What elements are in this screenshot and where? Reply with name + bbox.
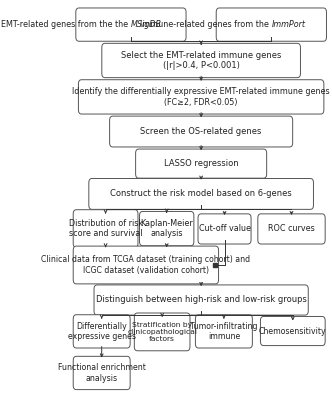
FancyBboxPatch shape <box>89 178 313 209</box>
Text: Stratification by
clinicopathological
factors: Stratification by clinicopathological fa… <box>127 322 197 342</box>
FancyBboxPatch shape <box>73 356 130 390</box>
Text: Identify the differentially expressive EMT-related immune genes
(FC≥2, FDR<0.05): Identify the differentially expressive E… <box>72 87 330 106</box>
Text: Immune-related genes from the: Immune-related genes from the <box>140 20 271 29</box>
FancyBboxPatch shape <box>198 214 251 244</box>
FancyBboxPatch shape <box>73 210 138 248</box>
FancyBboxPatch shape <box>196 315 252 348</box>
Text: Differentially
expressive genes: Differentially expressive genes <box>68 322 136 341</box>
FancyBboxPatch shape <box>139 212 194 246</box>
Text: Distribution of risk
score and survival: Distribution of risk score and survival <box>68 219 143 238</box>
FancyBboxPatch shape <box>76 8 186 41</box>
FancyBboxPatch shape <box>73 315 130 348</box>
FancyBboxPatch shape <box>94 285 308 315</box>
FancyBboxPatch shape <box>134 313 190 351</box>
Text: Screen the OS-related genes: Screen the OS-related genes <box>140 127 262 136</box>
FancyBboxPatch shape <box>258 214 325 244</box>
FancyBboxPatch shape <box>78 80 324 114</box>
Text: Kaplan-Meier
analysis: Kaplan-Meier analysis <box>140 219 193 238</box>
Text: EMT-related genes from the the: EMT-related genes from the the <box>1 20 131 29</box>
Text: Cut-off value: Cut-off value <box>199 224 251 234</box>
Text: Functional enrichment
analysis: Functional enrichment analysis <box>58 363 146 383</box>
Text: Distinguish between high-risk and low-risk groups: Distinguish between high-risk and low-ri… <box>96 296 306 304</box>
FancyBboxPatch shape <box>260 316 325 346</box>
FancyBboxPatch shape <box>73 246 218 284</box>
Text: ImmPort: ImmPort <box>271 20 305 29</box>
Text: LASSO regression: LASSO regression <box>164 159 238 168</box>
FancyBboxPatch shape <box>102 43 300 78</box>
Text: Select the EMT-related immune genes
(|r|>0.4, P<0.001): Select the EMT-related immune genes (|r|… <box>121 51 281 70</box>
Text: ROC curves: ROC curves <box>268 224 315 234</box>
Text: Construct the risk model based on 6-genes: Construct the risk model based on 6-gene… <box>110 190 292 198</box>
Text: MSigDB: MSigDB <box>131 20 162 29</box>
Text: Tumor-infiltrating
immune: Tumor-infiltrating immune <box>190 322 258 341</box>
Text: Clinical data from TCGA dataset (training cohort) and
ICGC dataset (validation c: Clinical data from TCGA dataset (trainin… <box>41 255 250 275</box>
FancyBboxPatch shape <box>110 116 293 147</box>
FancyBboxPatch shape <box>135 149 267 178</box>
Text: Chemosensitivity: Chemosensitivity <box>259 326 327 336</box>
FancyBboxPatch shape <box>216 8 326 41</box>
